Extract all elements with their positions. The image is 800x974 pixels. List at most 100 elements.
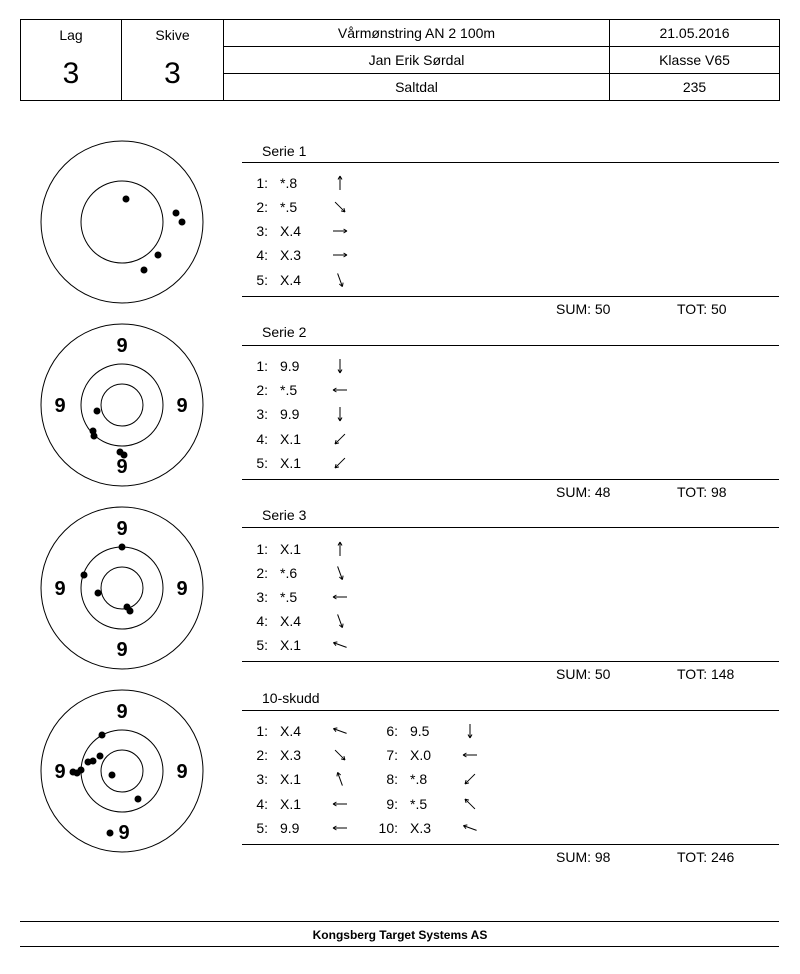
footer-top-rule <box>20 921 779 922</box>
lag-value: 3 <box>62 57 80 90</box>
shot-hole <box>118 543 126 551</box>
shot-value: X.1 <box>280 637 302 653</box>
direction-arrow-icon <box>333 727 347 734</box>
direction-arrow-icon <box>334 749 346 761</box>
shot-hole <box>122 195 130 203</box>
ring-label-right: 9 <box>176 761 187 783</box>
shot-value: X.1 <box>280 796 302 812</box>
shot-number: 5: <box>256 455 268 471</box>
shot-value: X.3 <box>280 747 302 763</box>
shot-hole <box>106 829 114 837</box>
skive-value: 3 <box>164 57 181 90</box>
shot-number: 3: <box>256 406 268 422</box>
series-sum: SUM: 48 <box>556 484 611 500</box>
target-serie-1 <box>40 140 204 304</box>
direction-arrow-icon <box>337 614 344 628</box>
shot-number: 5: <box>256 820 268 836</box>
series-title: Serie 2 <box>262 324 307 340</box>
shot-value: X.4 <box>280 613 302 629</box>
direction-arrow-icon <box>463 824 477 831</box>
shot-number: 3: <box>256 771 268 787</box>
shot-value: X.1 <box>280 455 302 471</box>
direction-arrow-icon <box>333 641 347 648</box>
ring-label-right: 9 <box>176 395 187 417</box>
shooter-class: Klasse V65 <box>609 46 780 74</box>
shot-number: 2: <box>256 199 268 215</box>
direction-arrow-icon <box>332 825 347 831</box>
footer-bottom-rule <box>20 946 779 947</box>
shot-number: 1: <box>256 175 268 191</box>
direction-arrow-icon <box>337 407 343 422</box>
shot-hole <box>69 768 77 776</box>
shot-value: *.5 <box>280 589 298 605</box>
result-header: Lag 3 Skive 3 Vårmønstring AN 2 100m 21.… <box>20 19 780 101</box>
target-serie-3: 9 9 9 9 <box>40 506 204 670</box>
shot-value: *.6 <box>280 565 298 581</box>
shot-number: 1: <box>256 723 268 739</box>
shot-number: 9: <box>386 796 398 812</box>
direction-arrow-icon <box>337 566 344 580</box>
direction-arrow-icon <box>332 387 347 393</box>
shot-number: 3: <box>256 223 268 239</box>
event-date: 21.05.2016 <box>609 19 780 47</box>
direction-arrow-icon <box>333 228 348 234</box>
direction-arrow-icon <box>333 252 348 258</box>
direction-arrow-icon <box>334 457 346 469</box>
shot-hole <box>94 589 102 597</box>
shot-value: 9.9 <box>280 820 300 836</box>
shot-hole <box>126 607 134 615</box>
shot-hole <box>108 771 116 779</box>
shot-hole <box>93 407 101 415</box>
ring-label-bottom: 9 <box>118 822 129 844</box>
shooter-name: Jan Erik Sørdal <box>223 46 610 74</box>
shot-number: 3: <box>256 589 268 605</box>
direction-arrow-icon <box>337 359 343 374</box>
event-name: Vårmønstring AN 2 100m <box>223 19 610 47</box>
shot-value: *.5 <box>280 199 298 215</box>
series-bottom-rule <box>242 844 779 845</box>
target-10-skudd: 9 9 9 9 <box>40 689 204 853</box>
shot-hole <box>134 795 142 803</box>
shot-value: *.8 <box>280 175 298 191</box>
direction-arrow-icon <box>462 752 477 758</box>
series-total: TOT: 98 <box>677 484 727 500</box>
lag-cell: Lag 3 <box>20 19 122 101</box>
shot-value: X.4 <box>280 223 302 239</box>
direction-arrow-icon <box>467 724 473 739</box>
shot-hole <box>84 758 92 766</box>
shot-value: X.1 <box>280 771 302 787</box>
series-top-rule <box>242 162 779 163</box>
direction-arrow-icon <box>332 801 347 807</box>
shot-number: 4: <box>256 431 268 447</box>
shot-value: X.3 <box>410 820 432 836</box>
series-total: TOT: 50 <box>677 301 727 317</box>
ring-label-top: 9 <box>116 701 127 723</box>
shot-number: 8: <box>386 771 398 787</box>
ring-label-bottom: 9 <box>116 639 127 661</box>
shot-value: X.1 <box>280 541 302 557</box>
series-top-rule <box>242 710 779 711</box>
shot-number: 6: <box>386 723 398 739</box>
shot-value: *.5 <box>410 796 428 812</box>
direction-arrow-icon <box>337 541 343 556</box>
shot-number: 1: <box>256 358 268 374</box>
shot-number: 1: <box>256 541 268 557</box>
ring-label-left: 9 <box>54 578 65 600</box>
total-score: 235 <box>609 73 780 101</box>
direction-arrow-icon <box>464 798 476 810</box>
direction-arrow-icon <box>334 433 346 445</box>
series-sum: SUM: 98 <box>556 849 611 865</box>
shot-value: 9.9 <box>280 358 300 374</box>
shot-hole <box>172 209 180 217</box>
shot-value: *.8 <box>410 771 428 787</box>
direction-arrow-icon <box>464 773 476 785</box>
shot-hole <box>154 251 162 259</box>
shot-number: 2: <box>256 565 268 581</box>
direction-arrow-icon <box>336 772 343 786</box>
series-total: TOT: 246 <box>677 849 735 865</box>
shot-hole <box>120 451 128 459</box>
shot-number: 5: <box>256 637 268 653</box>
shot-number: 5: <box>256 272 268 288</box>
series-bottom-rule <box>242 296 779 297</box>
series-title: 10-skudd <box>262 690 320 706</box>
